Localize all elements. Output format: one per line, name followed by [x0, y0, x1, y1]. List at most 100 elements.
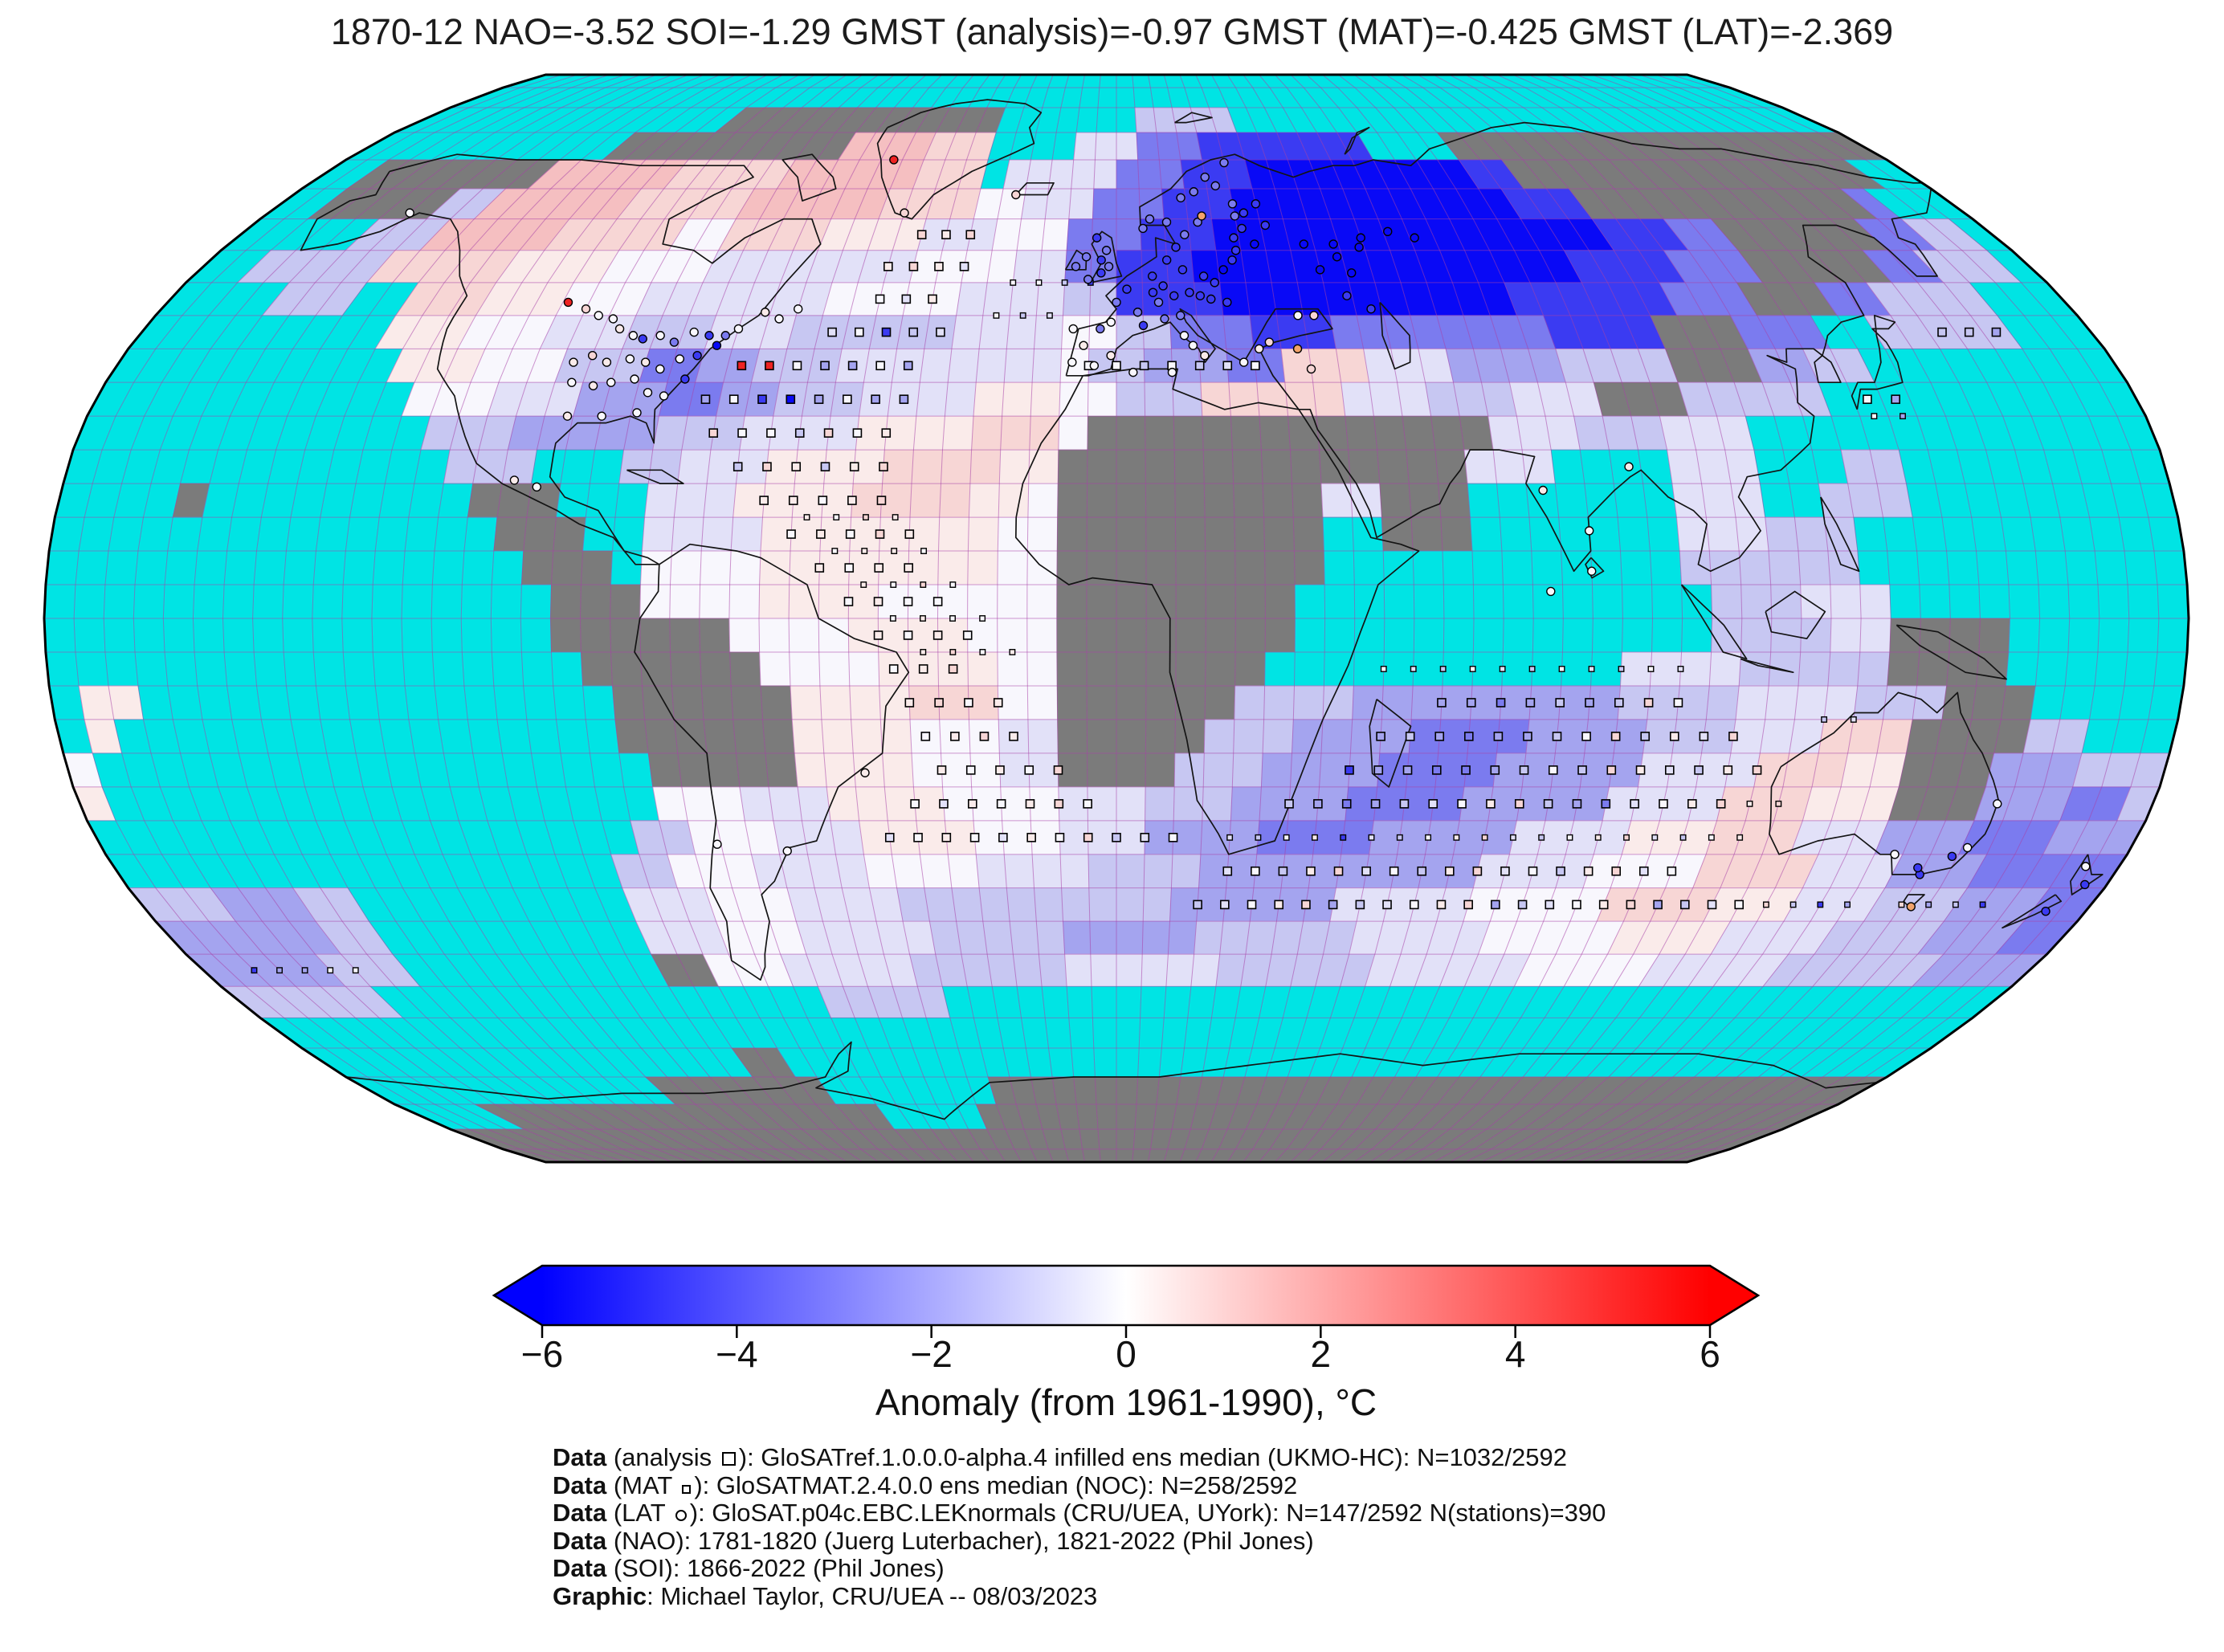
grid-cell: [137, 685, 173, 720]
grid-cell: [818, 651, 851, 687]
grid-cell: [882, 753, 914, 788]
analysis-marker: [818, 496, 828, 505]
analysis-marker: [1543, 799, 1553, 809]
grid-cell: [408, 719, 444, 754]
mat-marker: [1410, 666, 1417, 672]
grid-cell: [1976, 550, 2010, 585]
analysis-marker: [888, 664, 899, 674]
credit-label: Graphic: [553, 1581, 647, 1610]
analysis-marker: [1055, 833, 1065, 842]
grid-cell: [1264, 651, 1296, 687]
grid-cell: [1009, 282, 1039, 316]
analysis-marker: [786, 394, 796, 404]
grid-cell: [43, 618, 76, 653]
grid-cell: [1794, 685, 1829, 720]
mat-marker: [862, 514, 869, 521]
grid-cell: [580, 584, 611, 619]
analysis-marker: [884, 833, 895, 842]
grid-cell: [531, 449, 566, 484]
analysis-marker: [1734, 899, 1745, 910]
station-marker: [782, 846, 792, 856]
grid-cell: [1579, 449, 1614, 484]
grid-cell: [947, 854, 980, 888]
grid-cell: [256, 516, 292, 552]
grid-cell: [1949, 584, 1981, 619]
analysis-marker: [941, 833, 952, 842]
grid-cell: [2094, 550, 2128, 585]
grid-cell: [700, 651, 732, 687]
grid-cell: [1413, 584, 1445, 619]
analysis-marker: [1306, 866, 1316, 876]
grid-cell: [1887, 651, 1920, 687]
coastline: [345, 1041, 1878, 1120]
grid-cell: [2030, 516, 2066, 552]
grid-cell: [919, 854, 953, 888]
graticule-meridian: [1480, 74, 1802, 1163]
station-marker: [632, 408, 642, 418]
grid-cell: [1175, 685, 1206, 720]
grid-cell: [1256, 381, 1288, 417]
mat-square-icon: [682, 1484, 692, 1494]
grid-cell: [699, 584, 730, 619]
grid-cell: [585, 719, 620, 754]
grid-cell: [997, 584, 1028, 619]
graticule-meridian: [222, 74, 642, 1163]
grid-cell: [1531, 651, 1563, 687]
analysis-marker: [875, 294, 885, 304]
station-marker: [1200, 351, 1210, 361]
grid-cell: [1205, 584, 1236, 619]
grid-cell: [463, 516, 498, 552]
grid-cell: [1622, 584, 1653, 619]
grid-cell: [1202, 753, 1234, 788]
analysis-marker: [820, 361, 830, 371]
grid-cell: [1294, 618, 1325, 653]
grid-cell: [252, 584, 284, 619]
grid-cell: [460, 584, 492, 619]
mat-marker: [1046, 312, 1053, 319]
analysis-marker: [823, 428, 834, 438]
analysis-marker: [708, 428, 719, 438]
grid-cell: [523, 685, 557, 720]
grid-cell: [1759, 719, 1795, 754]
station-marker: [1229, 233, 1239, 243]
grid-cell: [73, 584, 106, 619]
analysis-marker: [920, 732, 931, 741]
grid-cell: [919, 349, 953, 383]
grid-cell: [967, 550, 998, 585]
coastline: [1065, 121, 1938, 573]
mat-marker: [1821, 716, 1828, 723]
station-marker: [774, 314, 784, 324]
analysis-marker: [913, 833, 923, 842]
grid-cell: [849, 685, 881, 720]
graticule-meridian: [73, 74, 562, 1163]
grid-cell: [1090, 953, 1117, 987]
analysis-marker: [1009, 732, 1018, 741]
grid-cell: [1679, 550, 1712, 585]
grid-cell: [1770, 584, 1802, 619]
station-marker: [509, 475, 520, 485]
grid-cell: [1667, 449, 1702, 484]
mat-marker: [861, 548, 868, 555]
grid-cell: [1087, 449, 1117, 484]
station-marker: [1306, 364, 1316, 374]
analysis-marker: [757, 394, 767, 404]
grid-cell: [1088, 381, 1117, 417]
analysis-marker: [1431, 765, 1442, 775]
grid-cell: [1620, 550, 1652, 585]
graticule-meridian: [341, 74, 705, 1163]
grid-cell: [2157, 584, 2189, 619]
grid-cell: [1470, 516, 1503, 552]
coastline: [1851, 314, 1904, 410]
grid-cell: [1175, 584, 1206, 619]
grid-cell: [1383, 584, 1415, 619]
colorbar-tick-label: −6: [521, 1333, 563, 1375]
grid-cell: [1095, 1076, 1117, 1105]
grid-cell: [256, 685, 292, 720]
grid-cell: [1971, 516, 2006, 552]
analysis-marker: [1669, 732, 1679, 741]
grid-cell: [909, 483, 941, 518]
mat-marker: [1368, 834, 1375, 841]
station-marker: [1160, 314, 1169, 324]
grid-cell: [1088, 854, 1117, 888]
station-marker: [900, 208, 909, 218]
